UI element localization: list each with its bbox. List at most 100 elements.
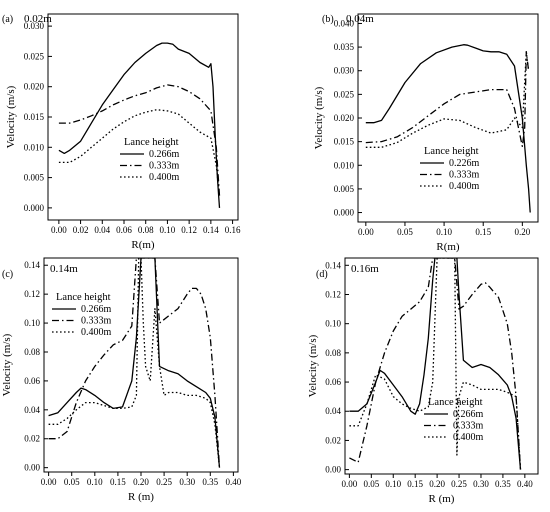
x-tick-label: 0.40 — [517, 479, 533, 489]
x-axis-label: R (m) — [429, 493, 455, 505]
legend-entry: 0.400m — [149, 172, 180, 183]
legend-entry: 0.400m — [81, 327, 112, 338]
chart-panel-4: 0.00 0.05 0.10 0.15 0.20 0.25 0.30 0.35 0.40 0.00… — [307, 257, 539, 505]
y-tick-label: 0.14 — [325, 260, 341, 270]
legend-entry: 0.266m — [81, 304, 112, 315]
x-tick-label: 0.06 — [116, 225, 132, 235]
legend-title: Lance height — [124, 137, 179, 148]
x-tick-label: 0.20 — [429, 479, 445, 489]
plot-frame — [43, 257, 239, 473]
plot-frame — [357, 13, 539, 223]
chart-panel-1: 0.00 0.02 0.04 0.06 0.08 0.10 0.12 0.14 0.16 0.00… — [2, 13, 241, 251]
y-tick-label: 0.00 — [325, 465, 341, 475]
y-tick-label: 0.02 — [24, 434, 40, 444]
x-tick-label: 0.16 — [225, 225, 241, 235]
panel-label: (c) — [2, 269, 13, 280]
y-tick-label: 0.12 — [24, 289, 40, 299]
y-tick-label: 0.04 — [325, 406, 341, 416]
y-tick-label: 0.005 — [334, 184, 355, 194]
x-tick-label: 0.30 — [473, 479, 489, 489]
x-tick-label: 0.25 — [451, 479, 467, 489]
series-line-dashdot — [349, 258, 522, 470]
panel-label: (b) — [322, 14, 334, 25]
x-axis-label: R (m) — [128, 491, 154, 503]
x-tick-label: 0.00 — [342, 479, 358, 489]
y-tick-label: 0.08 — [24, 347, 40, 357]
y-axis-label: Velocity (m/s) — [313, 86, 325, 149]
series-line-dotted — [349, 258, 522, 470]
x-tick-label: 0.05 — [64, 477, 80, 487]
condition-label: 0.14m — [50, 263, 78, 275]
x-tick-label: 0.04 — [94, 225, 110, 235]
y-tick-label: 0.14 — [24, 260, 40, 270]
x-tick-label: 0.10 — [436, 227, 452, 237]
x-tick-label: 0.05 — [397, 227, 413, 237]
plot-frame — [47, 13, 239, 221]
legend-entry: 0.333m — [449, 170, 480, 181]
y-tick-label: 0.08 — [325, 348, 341, 358]
x-tick-label: 0.20 — [133, 477, 149, 487]
series-line-dotted — [58, 109, 221, 196]
y-tick-label: 0.005 — [24, 173, 45, 183]
legend-title: Lance height — [56, 292, 111, 303]
plot-frame — [344, 257, 539, 475]
y-tick-label: 0.020 — [24, 82, 45, 92]
y-tick-label: 0.06 — [325, 377, 341, 387]
x-tick-label: 0.20 — [514, 227, 530, 237]
x-tick-label: 0.15 — [407, 479, 423, 489]
y-axis-label: Velocity (m/s) — [1, 333, 13, 396]
x-tick-label: 0.10 — [160, 225, 176, 235]
series-line-dotted — [48, 258, 221, 468]
legend-entry: 0.266m — [149, 149, 180, 160]
x-tick-label: 0.40 — [226, 477, 242, 487]
series-group — [58, 42, 221, 208]
x-tick-label: 0.12 — [181, 225, 197, 235]
chart-panel-3: 0.00 0.05 0.10 0.15 0.20 0.25 0.30 0.35 0.40 0.00… — [1, 257, 242, 503]
legend-entry: 0.226m — [449, 158, 480, 169]
legend-title: Lance height — [424, 146, 479, 157]
condition-label: 0.04m — [346, 13, 374, 25]
legend-entry: 0.266m — [453, 409, 484, 420]
legend-entry: 0.333m — [149, 161, 180, 172]
chart-panel-2: 0.00 0.05 0.10 0.15 0.20 0.000 0.005 0.010 0.015… — [313, 13, 539, 253]
y-tick-label: 0.00 — [24, 463, 40, 473]
series-line-dashdot — [48, 258, 221, 468]
y-tick-label: 0.02 — [325, 435, 341, 445]
x-axis-label: R(m) — [436, 241, 460, 253]
y-tick-label: 0.000 — [24, 203, 45, 213]
y-tick-label: 0.025 — [334, 89, 355, 99]
y-tick-label: 0.015 — [334, 137, 355, 147]
series-line-solid — [58, 42, 221, 208]
y-tick-label: 0.030 — [334, 66, 355, 76]
x-tick-label: 0.15 — [475, 227, 491, 237]
x-tick-label: 0.08 — [138, 225, 154, 235]
y-tick-label: 0.035 — [334, 42, 355, 52]
legend-entry: 0.400m — [453, 432, 484, 443]
x-tick-label: 0.10 — [385, 479, 401, 489]
y-tick-label: 0.000 — [334, 208, 355, 218]
series-line-dotted — [365, 51, 530, 148]
x-tick-label: 0.10 — [87, 477, 103, 487]
legend-entry: 0.333m — [453, 421, 484, 432]
legend-title: Lance height — [428, 397, 483, 408]
condition-label: 0.02m — [24, 13, 52, 25]
series-line-solid — [48, 258, 221, 468]
y-tick-label: 0.10 — [24, 318, 40, 328]
y-tick-label: 0.10 — [325, 319, 341, 329]
x-tick-label: 0.00 — [41, 477, 57, 487]
y-tick-label: 0.040 — [334, 18, 355, 28]
y-tick-label: 0.015 — [24, 112, 45, 122]
y-tick-label: 0.020 — [334, 113, 355, 123]
x-tick-label: 0.14 — [203, 225, 219, 235]
x-tick-label: 0.02 — [73, 225, 89, 235]
x-tick-label: 0.00 — [358, 227, 374, 237]
y-axis-label: Velocity (m/s) — [307, 334, 319, 397]
series-group — [365, 44, 531, 213]
y-tick-label: 0.010 — [334, 160, 355, 170]
x-tick-label: 0.25 — [156, 477, 172, 487]
